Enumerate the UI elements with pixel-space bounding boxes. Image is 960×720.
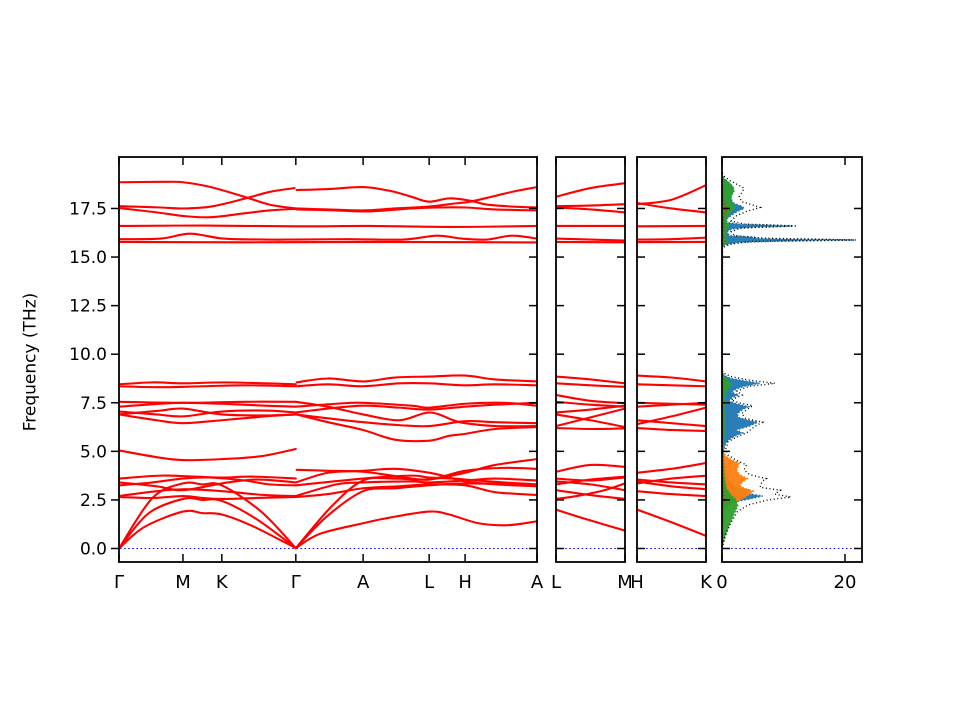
x-tick-label: M [617,572,633,593]
x-tick-label: Γ [291,572,301,593]
band-line [637,478,706,486]
band-line [556,475,625,486]
band-line [637,201,706,214]
band-line [637,426,706,432]
x-tick-label: A [357,572,370,593]
band-line [556,375,625,385]
band-line [119,207,297,219]
band-line [556,206,625,214]
panel-HK-frame [636,156,707,563]
band-line [119,187,296,210]
band-line [119,497,297,550]
band-line [295,413,537,443]
band-line [556,482,625,501]
band-line [119,494,297,501]
band-line [637,474,706,485]
x-tick-label: 0 [716,572,727,593]
panel-dos-frame [721,156,863,563]
band-line [294,477,537,498]
y-tick-label: 17.5 [69,199,107,219]
band-line [556,382,625,388]
band-line [119,447,297,462]
band-line [637,383,706,388]
panel-main-frame [118,156,538,563]
band-line [637,461,706,474]
band-line [556,182,625,198]
x-tick-label: H [630,572,644,593]
band-line [295,381,537,388]
band-line [556,426,625,431]
band-line [294,482,537,550]
partial-dos-orange-fill [722,175,754,549]
partial-dos-green-fill [722,176,738,549]
partial-dos-green [722,175,739,549]
band-line [556,237,625,242]
band-line [119,474,297,480]
band-line [119,509,297,550]
band-line [637,236,706,241]
y-tick-label: 0.0 [80,540,107,560]
x-tick-label: M [175,572,191,593]
band-line [119,384,297,389]
y-tick-label: 10.0 [69,345,107,365]
x-tick-label: Γ [114,572,124,593]
band-line [294,401,537,414]
band-line [637,508,706,537]
y-tick-label: 15.0 [69,248,107,268]
band-line [294,413,537,428]
x-tick-label: K [700,572,713,593]
band-line [637,419,706,428]
band-line [119,232,537,241]
x-tick-label: L [551,572,561,593]
band-line [294,510,537,550]
partial-dos-blue-fill [722,175,853,549]
band-line [556,407,625,428]
y-tick-label: 12.5 [69,297,107,317]
x-tick-label: H [458,572,472,593]
y-tick-label: 5.0 [80,442,107,462]
band-line [556,508,625,532]
band-line [637,374,706,383]
band-line [119,413,297,425]
x-tick-label: A [531,572,544,593]
band-line [295,466,537,481]
band-line [556,480,625,492]
y-axis-label: Frequency (THz) [20,292,41,432]
band-line [119,180,297,210]
panel-LM-frame [555,156,626,563]
x-tick-label: K [216,572,229,593]
total-dos [722,172,857,549]
x-tick-label: 20 [834,572,857,593]
band-line [556,404,625,414]
band-line [294,483,537,499]
band-line [295,374,537,384]
band-line [119,224,537,228]
band-line [295,206,537,213]
band-line [294,400,537,428]
band-line [119,488,297,498]
band-line [119,381,297,386]
band-line [294,401,537,409]
partial-dos-red [722,179,728,549]
band-line [637,490,706,498]
band-line [119,478,297,492]
band-line [637,184,706,206]
band-line [556,203,625,208]
y-tick-label: 2.5 [80,491,107,511]
x-tick-label: L [424,572,434,593]
band-line [119,400,297,404]
band-line [295,186,537,209]
y-tick-label: 7.5 [80,394,107,414]
band-line [556,489,625,501]
band-line [119,409,297,418]
band-line [556,413,625,429]
band-line [637,406,706,426]
partial-dos-blue [722,174,854,549]
band-line [556,463,625,473]
band-line [119,240,537,244]
